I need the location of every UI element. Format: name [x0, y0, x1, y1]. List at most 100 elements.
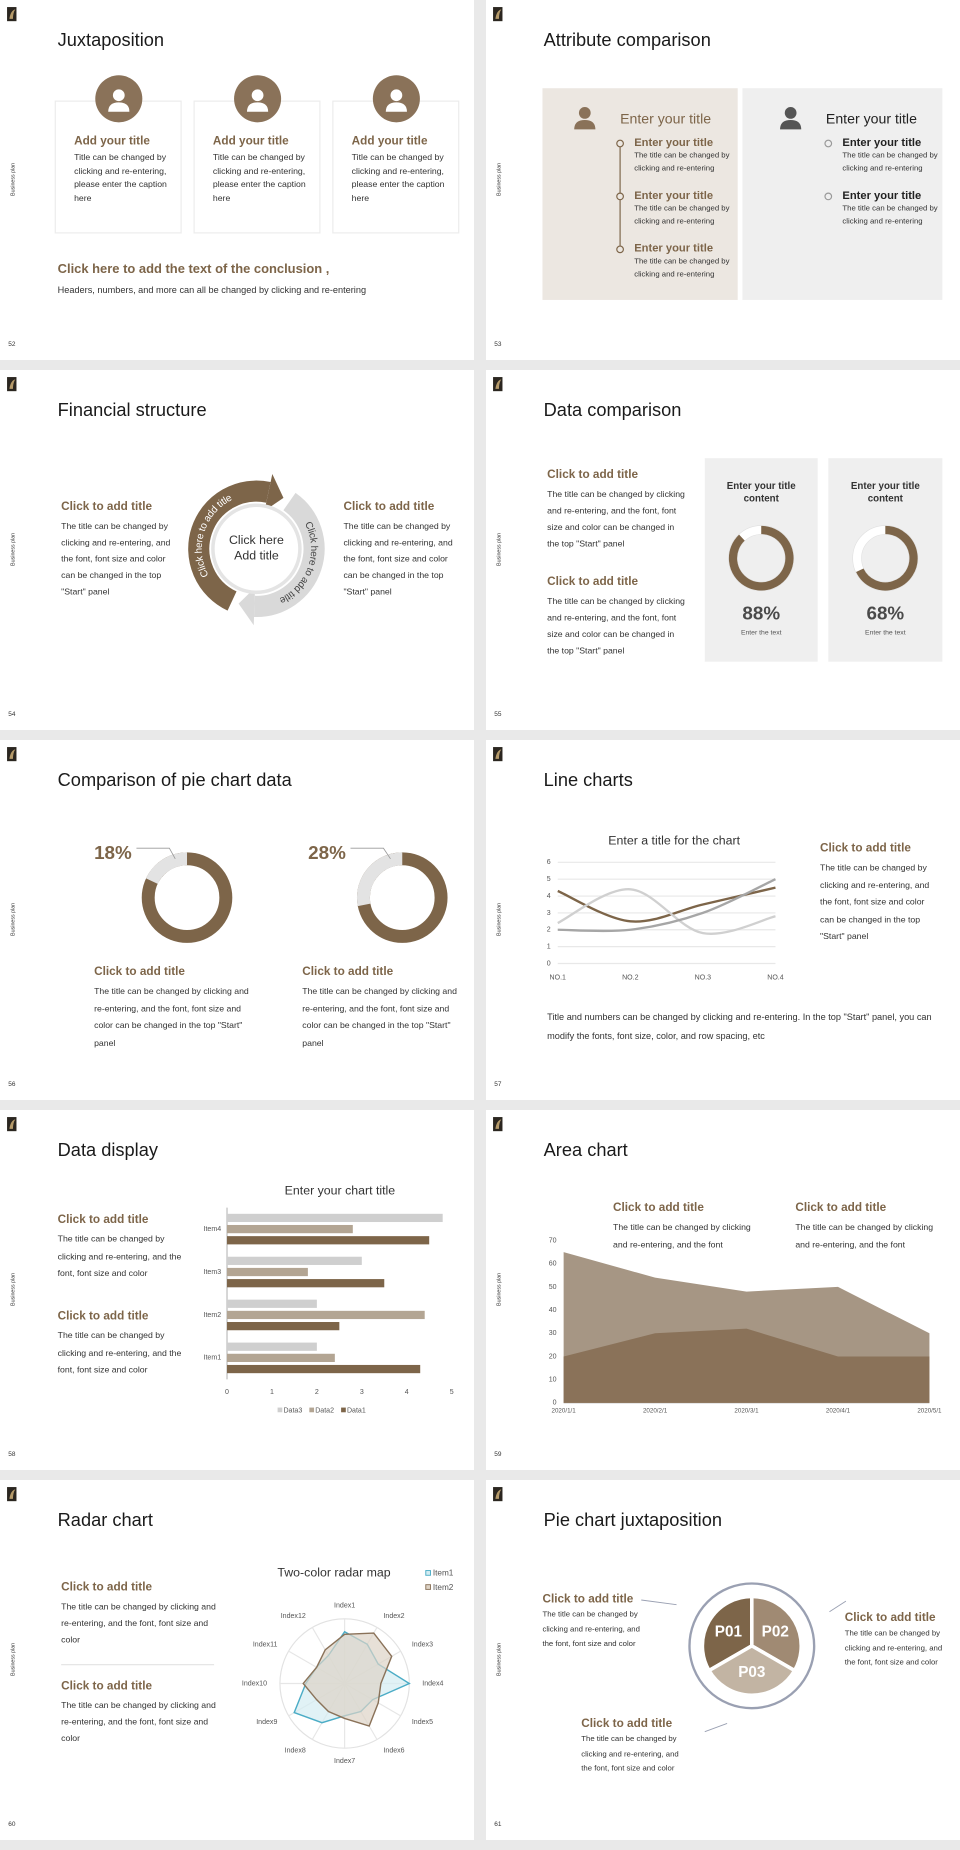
page-number: 57 [494, 1081, 502, 1089]
card-title: Add your title [351, 135, 428, 149]
block-title: Click to add title [61, 1679, 153, 1693]
slide-graphics: 0 1 2 3 4 5 6 NO.1 NO.2 NO.3 NO.4 [493, 747, 784, 981]
slide: Business plan 53 Attribute comparison Enter… [486, 0, 960, 360]
legend-label: Data1 [347, 1407, 366, 1414]
leader-line [704, 1723, 728, 1733]
bar [227, 1224, 353, 1234]
page-number: 60 [8, 1821, 16, 1829]
card [332, 100, 460, 234]
side-label: Business plan [9, 902, 16, 936]
side-label: Business plan [9, 1272, 16, 1306]
panel-heading: Enter your title [825, 110, 917, 128]
item-title: Enter your title [842, 136, 922, 150]
logo-mark [9, 9, 16, 19]
logo-mark [495, 1119, 502, 1129]
logo-mark [495, 749, 502, 759]
card-text: Title can be changed by clicking and re-… [212, 151, 306, 203]
bar [227, 1279, 385, 1288]
slide: P01 P02 P03 Business plan 61 Pie chart juxtap… [486, 1480, 960, 1840]
slide-canvas: Business plan 52 Juxtaposition Add your tit… [0, 0, 474, 359]
side-label: Business plan [9, 532, 16, 566]
item-text: The title can be changed by clicking and… [842, 151, 938, 173]
legend-label: Item2 [433, 1583, 454, 1592]
slide: Index1 Index2 Index3 Index4 Index5 Index6 Inde… [0, 1480, 474, 1840]
cycle-arrow [188, 480, 271, 611]
bar [227, 1236, 430, 1245]
block-text: The title can be changed by clicking and… [61, 520, 171, 598]
page-number: 61 [494, 1821, 502, 1829]
arrow-head [238, 587, 256, 626]
block-title: Click to add title [61, 500, 153, 514]
y-tick-label: 50 [549, 1284, 557, 1291]
x-tick-label: 3 [360, 1389, 364, 1396]
x-tick-label: 0 [225, 1389, 229, 1396]
item-text: The title can be changed by clicking and… [634, 204, 730, 226]
legend-swatch [309, 1407, 315, 1413]
radar-label: Index4 [422, 1680, 443, 1687]
radar-label: Index6 [383, 1748, 404, 1755]
slide-canvas: 0 1 2 3 4 5 Item1 Item2 Item3 Item4 Data3 Data2 Data… [0, 1110, 474, 1469]
bar [227, 1342, 317, 1351]
side-label: Business plan [495, 532, 502, 566]
item-title: Enter your title [842, 189, 922, 203]
x-tick-label: NO.1 [550, 974, 567, 981]
panel [828, 458, 943, 662]
x-tick-label: NO.4 [767, 974, 784, 981]
y-tick-label: 60 [549, 1261, 557, 1268]
y-tick-label: Item4 [204, 1226, 222, 1233]
area-series [563, 1328, 930, 1403]
slide: Business plan 55 Data comparison Click to a… [486, 370, 960, 730]
slide-graphics: P01 P02 P03 [493, 1487, 847, 1733]
chart-title: Enter a title for the chart [608, 834, 741, 849]
slide: Business plan 56 Comparison of pie chart d… [0, 740, 474, 1100]
logo-mark [495, 379, 502, 389]
caption: Enter the text [740, 629, 782, 637]
slide-graphics [493, 377, 943, 662]
item-text: The title can be changed by clicking and… [634, 151, 730, 173]
outer-ring [688, 1582, 816, 1710]
pie-segment [706, 1643, 798, 1698]
slide-title: Line charts [543, 770, 633, 791]
donut-value [357, 852, 403, 907]
block-text: The title can be changed by clicking and… [94, 985, 249, 1048]
slide-title: Juxtaposition [57, 30, 165, 51]
icon-body [385, 102, 407, 112]
center-circle [211, 503, 302, 595]
line-series [557, 888, 776, 936]
y-tick-label: Item1 [204, 1355, 222, 1362]
x-tick-label: 2020/1/1 [552, 1408, 577, 1415]
y-tick-label: 6 [547, 859, 551, 866]
y-tick-label: 2 [547, 927, 551, 934]
note-text: Title and numbers can be changed by clic… [547, 1011, 932, 1042]
block-title: Click to add title [547, 575, 639, 589]
side-label: Business plan [495, 1642, 502, 1676]
slide: 0 1 2 3 4 5 6 NO.1 NO.2 NO.3 NO.4 Business plan 57 Li… [486, 740, 960, 1100]
page-number: 59 [494, 1451, 502, 1459]
slide-canvas: Index1 Index2 Index3 Index4 Index5 Index6 Inde… [0, 1480, 474, 1839]
conclusion-text: Headers, numbers, and more can all be ch… [57, 284, 367, 296]
radar-label: Index3 [412, 1642, 433, 1649]
legend-label: Item1 [433, 1569, 454, 1578]
value-label: 28% [308, 843, 346, 864]
x-tick-label: NO.3 [695, 974, 712, 981]
page-number: 54 [8, 711, 16, 719]
block-title: Click to add title [57, 1309, 149, 1323]
radar-label: Index9 [256, 1719, 277, 1726]
legend-label: Data2 [315, 1407, 334, 1414]
block-text: The title can be changed by clicking and… [542, 1610, 640, 1649]
item-title: Enter your title [634, 242, 714, 256]
bar [227, 1310, 425, 1320]
slide-canvas: Business plan 53 Attribute comparison Enter… [486, 0, 960, 359]
page-number: 55 [494, 711, 502, 719]
icon-head [784, 107, 797, 119]
block-title: Click to add title [547, 468, 639, 482]
logo-mark [495, 9, 502, 19]
panel-heading: Enter your title content [850, 479, 920, 505]
y-tick-label: 4 [547, 893, 551, 900]
y-tick-label: 3 [547, 910, 551, 917]
value-label: 88% [742, 604, 781, 625]
block-title: Click to add title [542, 1592, 634, 1606]
icon-body [574, 119, 596, 130]
timeline-dot [824, 192, 833, 201]
